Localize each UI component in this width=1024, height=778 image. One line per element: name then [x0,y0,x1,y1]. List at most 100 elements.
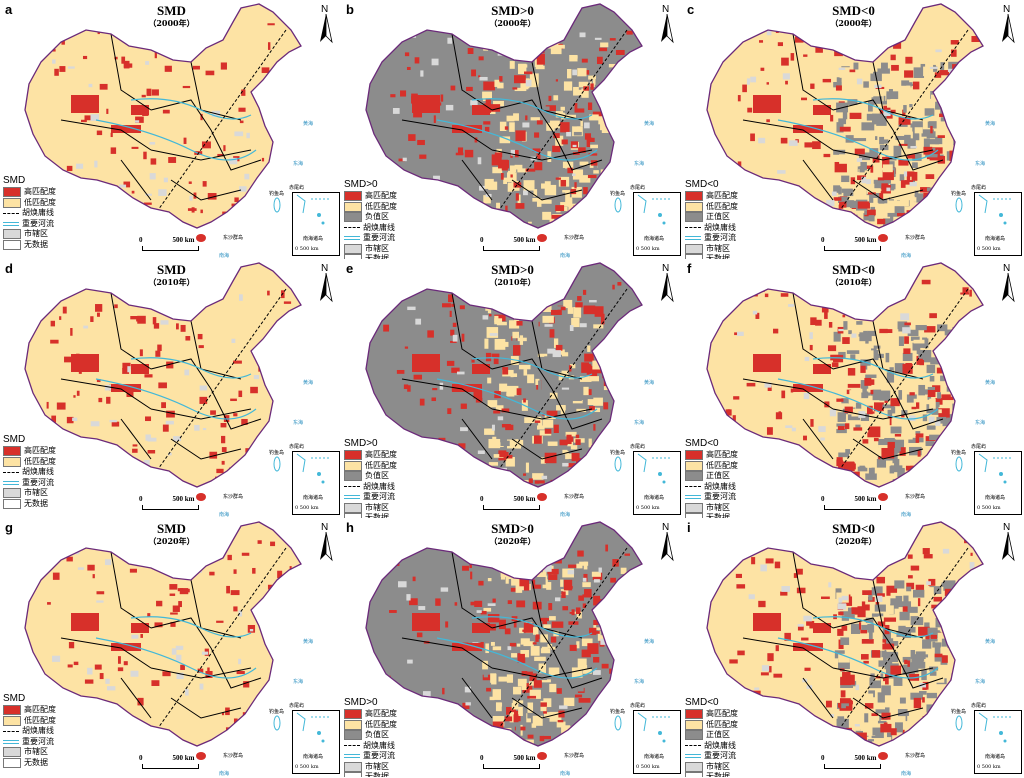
high-match-cell [937,135,945,138]
county-cell [509,319,520,329]
county-cell [618,114,631,121]
high-match-cell [143,151,147,160]
county-cell [616,406,622,415]
county-cell [566,135,571,139]
county-cell [874,604,886,612]
high-match-cell [905,363,912,368]
high-match-cell [286,685,296,690]
county-cell [613,337,620,345]
legend-swatch [344,471,362,482]
high-match-cell [876,576,886,584]
scale-distance: 500 km [172,495,195,503]
county-cell [856,321,863,325]
county-cell [519,627,524,634]
district-cell [445,104,454,111]
province-boundary [491,358,553,390]
north-label: N [662,522,670,533]
county-cell [925,441,935,447]
county-cell [885,352,890,363]
high-match-cell [510,174,513,178]
county-cell [865,617,874,623]
county-cell [876,88,887,94]
high-match-cell [588,627,597,635]
legend-swatch [344,243,362,254]
county-cell [597,626,610,631]
county-cell [566,733,573,742]
county-cell [617,78,622,86]
county-cell [907,715,917,727]
major-river [812,357,934,379]
county-cell [844,613,855,619]
county-cell [899,697,906,704]
legend-label: 胡焕庸线 [704,481,736,491]
high-match-cell [221,435,226,444]
county-cell [565,450,569,460]
county-cell [951,589,959,598]
county-cell [587,739,597,746]
legend-item: 胡焕庸线 [685,223,763,234]
high-match-cell [891,64,899,71]
high-match-cell [941,655,948,663]
county-cell [572,126,583,137]
county-cell [909,73,917,83]
high-match-cell [952,106,958,113]
high-match-cell [490,42,496,48]
high-match-cell [771,716,775,722]
county-cell [492,689,501,700]
high-match-cell [502,32,508,35]
county-cell [482,674,491,681]
chiwei-label: 赤尾屿 [289,444,305,450]
high-match-cell [504,126,509,130]
county-cell [573,118,581,127]
county-cell [960,137,965,146]
county-cell [583,386,589,396]
county-cell [525,484,534,487]
county-cell [900,374,914,386]
inset-label: 南海诸岛 [985,236,1006,242]
panel-letter: i [687,520,691,535]
high-match-cell [747,107,753,113]
high-match-cell [755,312,760,319]
high-match-cell [582,289,587,295]
county-cell [958,603,962,609]
county-cell [961,614,971,625]
county-cell [563,81,573,91]
province-boundary [210,647,262,689]
county-cell [956,626,964,636]
county-cell [523,223,536,228]
district-cell [886,187,891,192]
county-cell [849,488,859,495]
high-match-region [472,364,490,374]
county-cell [871,613,884,617]
high-match-cell [963,177,968,181]
county-cell [956,625,963,634]
high-match-cell [822,78,832,83]
map-panel-e: e SMD>0 （2010年） N 黄海 东海 南海 东沙群岛 钓鱼岛 赤尾屿 SMD>0 高匹配度低… [342,259,683,518]
sea-label: 南海 [219,771,230,777]
county-cell [903,105,907,113]
county-cell [957,659,964,668]
high-match-cell [81,195,86,200]
county-cell [582,603,586,609]
county-cell [571,186,582,198]
county-cell [925,230,935,238]
high-match-cell [555,79,558,82]
province-boundary [120,159,152,201]
high-match-cell [154,622,163,628]
province-boundary [401,119,493,151]
high-match-cell [727,409,730,413]
county-cell [583,475,593,487]
high-match-cell [92,198,97,202]
county-cell [484,428,495,435]
scale-zero: 0 [139,754,143,762]
county-cell [612,359,616,367]
district-cell [851,333,857,338]
legend-item: 重要河流 [3,737,81,748]
high-match-cell [401,33,410,40]
high-match-cell [66,416,74,424]
county-cell [946,443,952,448]
high-match-cell [950,40,959,45]
legend-swatch [344,236,360,241]
province-boundary [150,358,212,390]
county-cell [566,453,573,459]
